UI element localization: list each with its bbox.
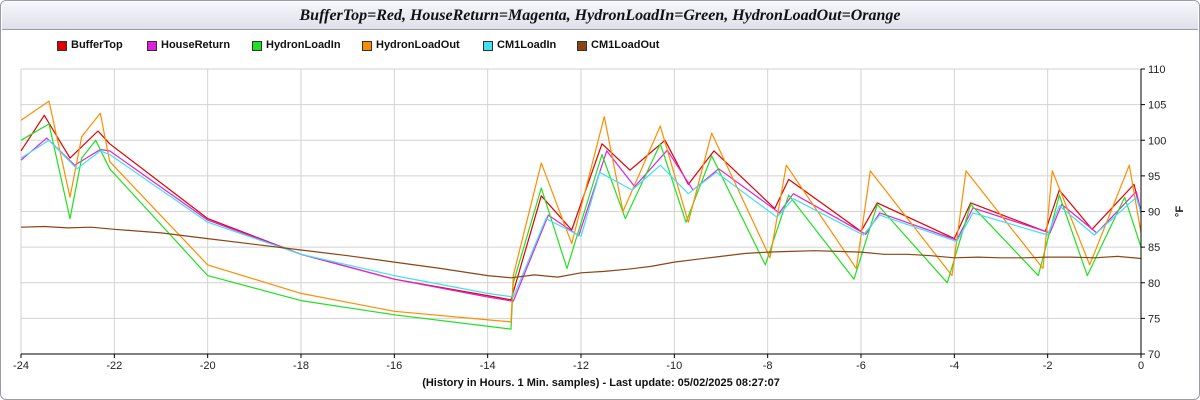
- title-bar: BufferTop=Red, HouseReturn=Magenta, Hydr…: [2, 2, 1198, 30]
- x-tick-label: -10: [666, 360, 682, 372]
- y-tick-label: 95: [1148, 171, 1160, 183]
- legend-swatch-hydronloadin: [252, 41, 262, 51]
- series-line-cm1loadin: [20, 139, 1142, 298]
- x-tick-label: -24: [13, 360, 29, 372]
- y-tick-label: 105: [1148, 100, 1166, 112]
- y-tick-label: 80: [1148, 278, 1160, 290]
- series-line-cm1loadout: [20, 225, 1142, 279]
- legend-label-buffertop: BufferTop: [71, 39, 123, 51]
- y-tick-label: 110: [1148, 64, 1166, 76]
- series-line-hydronloadin: [20, 123, 1142, 330]
- x-tick-label: 0: [1138, 360, 1144, 372]
- x-tick-label: -4: [949, 360, 959, 372]
- series-line-hydronloadout: [20, 100, 1142, 323]
- legend-label-hydronloadin: HydronLoadIn: [266, 39, 341, 51]
- series-line-housereturn: [20, 137, 1142, 302]
- x-tick-label: -16: [386, 360, 402, 372]
- x-axis-label: (History in Hours. 1 Min. samples) - Las…: [422, 377, 780, 389]
- x-tick-label: -12: [573, 360, 589, 372]
- x-tick-label: -22: [106, 360, 122, 372]
- legend-swatch-cm1loadin: [483, 41, 493, 51]
- chart-title: BufferTop=Red, HouseReturn=Magenta, Hydr…: [299, 7, 901, 24]
- x-tick-label: -8: [763, 360, 773, 372]
- y-tick-label: 85: [1148, 242, 1160, 254]
- y-tick-label: 90: [1148, 207, 1160, 219]
- legend-label-hydronloadout: HydronLoadOut: [376, 39, 460, 51]
- x-tick-label: -6: [856, 360, 866, 372]
- y-tick-label: 100: [1148, 135, 1166, 147]
- x-tick-label: -20: [200, 360, 216, 372]
- legend-swatch-cm1loadout: [577, 41, 587, 51]
- y-tick-label: 75: [1148, 313, 1160, 325]
- legend-swatch-housereturn: [147, 41, 157, 51]
- x-tick-label: -18: [293, 360, 309, 372]
- legend-label-cm1loadout: CM1LoadOut: [591, 39, 660, 51]
- legend-swatch-buffertop: [57, 41, 67, 51]
- y-tick-label: 70: [1148, 349, 1160, 361]
- x-tick-label: -14: [480, 360, 496, 372]
- legend-label-cm1loadin: CM1LoadIn: [497, 39, 557, 51]
- x-tick-label: -2: [1043, 360, 1053, 372]
- y-axis-label: °F: [1174, 206, 1186, 217]
- legend-swatch-hydronloadout: [362, 41, 372, 51]
- legend-label-housereturn: HouseReturn: [161, 39, 231, 51]
